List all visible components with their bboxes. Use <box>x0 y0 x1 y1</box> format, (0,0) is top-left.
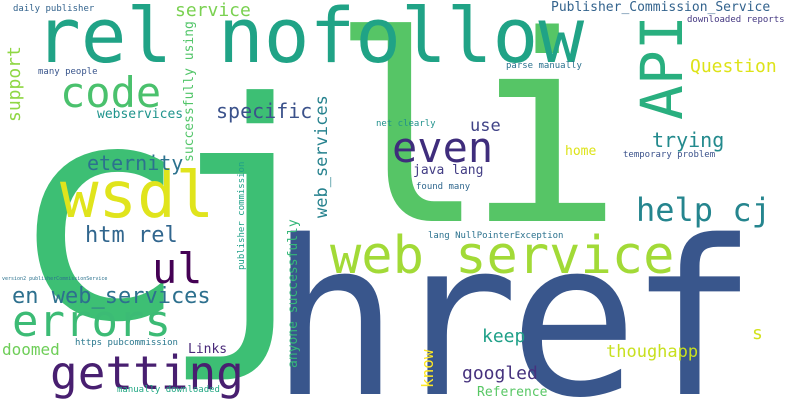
word-support: support <box>4 46 25 122</box>
word-anyone-successfully: anyone successfully <box>286 219 301 368</box>
word-links: Links <box>188 342 228 357</box>
word-use: use <box>470 116 501 136</box>
word-s: s <box>752 323 763 344</box>
word-specific: specific <box>216 99 313 123</box>
word-many-people: many people <box>38 67 98 77</box>
word-errors: errors <box>12 296 171 347</box>
word-code: code <box>60 68 162 117</box>
word-eternity: eternity <box>87 151 184 175</box>
word-keep: keep <box>482 326 526 347</box>
word-found-many: found many <box>416 182 471 192</box>
word-api: API <box>628 15 696 120</box>
word-cj: cj <box>8 39 339 388</box>
word-know: know <box>418 349 437 388</box>
word-publisher-commission-service: Publisher_Commission_Service <box>551 0 771 15</box>
word-rel-nofollow: rel nofollow <box>35 0 585 80</box>
word-https-pubcommission: https pubcommission <box>75 338 178 348</box>
word-en-web-services: en web_services <box>12 284 211 309</box>
word-java-lang: java lang <box>413 163 484 178</box>
word-reference: Reference <box>477 385 548 400</box>
word-getting: getting <box>50 346 244 400</box>
word-thoughapp: thoughapp <box>606 342 699 362</box>
word-service: service <box>175 0 251 21</box>
word-web-services-vertical: web_services <box>312 95 332 218</box>
word-htm-rel: htm rel <box>85 223 178 248</box>
word-publisher-commission: publisher commission <box>237 161 247 270</box>
word-downloaded-reports: downloaded reports <box>687 15 785 25</box>
word-parse-manually: parse manually <box>506 61 582 71</box>
word-li: li <box>330 0 623 283</box>
word-trying: trying <box>652 128 725 152</box>
word-version2-publishercommissionservice: version2 publisherCommissionService <box>2 276 108 282</box>
word-web-service: web service <box>330 226 675 286</box>
word-even: even <box>392 123 494 172</box>
word-help-cj: help cj <box>636 191 771 229</box>
word-question: Question <box>690 56 777 77</box>
word-home: home <box>565 144 597 159</box>
word-doomed: doomed <box>2 340 60 359</box>
word-ul: ul <box>152 244 203 293</box>
word-temporary-problem: temporary problem <box>623 150 716 160</box>
word-net-clearly: net clearly <box>376 119 436 129</box>
word-href: href <box>270 194 758 400</box>
word-successfully-using: successfully using <box>182 21 197 162</box>
word-manually-downloaded: manually downloaded <box>117 385 220 395</box>
word-googled: googled <box>462 363 538 384</box>
word-daily-publisher: daily publisher <box>13 4 95 14</box>
word-webservices: webservices <box>97 107 184 122</box>
word-lang-nullpointerexception: lang NullPointerException <box>428 231 564 241</box>
word-wsdl: wsdl <box>60 159 215 233</box>
